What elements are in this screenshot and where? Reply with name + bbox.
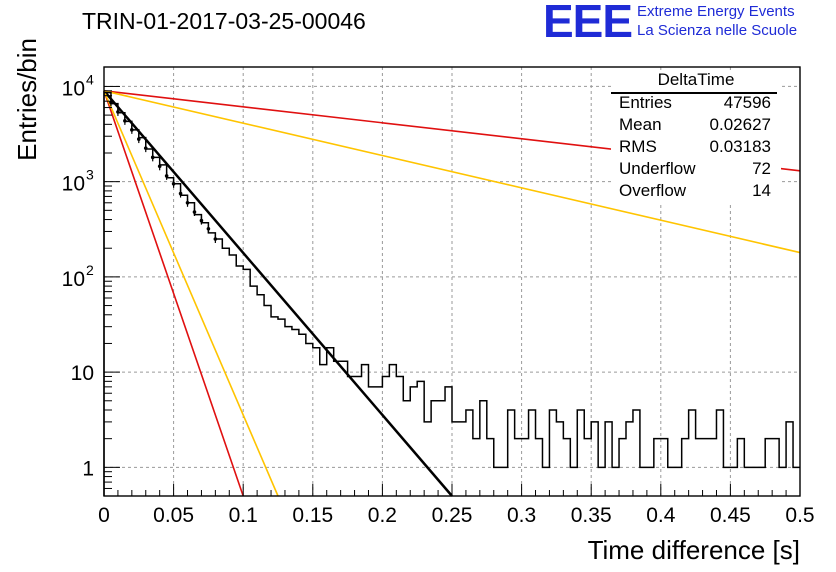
y-tick-label: 1 — [82, 457, 94, 480]
fit-point — [192, 210, 197, 214]
axis-ticks — [103, 85, 801, 497]
x-axis-label: Time difference [s] — [588, 535, 800, 565]
stats-value: 0.02627 — [709, 115, 771, 134]
stats-value: 0.03183 — [709, 137, 771, 156]
y-tick-label: 10 — [62, 173, 85, 196]
y-tick-exponent: 4 — [86, 71, 94, 87]
chart-title: TRIN-01-2017-03-25-00046 — [82, 8, 366, 34]
fit-points — [109, 98, 218, 243]
x-tick-label: 0.3 — [507, 504, 536, 527]
y-tick-label: 10 — [62, 77, 85, 100]
stats-row-overflow: Overflow 14 — [619, 181, 771, 203]
x-tick-label: 0.4 — [646, 504, 676, 527]
fit-curve — [103, 89, 453, 497]
fit-point — [213, 237, 218, 241]
x-tick-label: 0.45 — [710, 504, 751, 527]
y-tick-label: 10 — [62, 268, 85, 291]
logo-line-1: Extreme Energy Events — [637, 3, 795, 20]
fit-point — [164, 174, 169, 178]
fit-point — [199, 218, 204, 223]
fit-point — [185, 200, 190, 205]
fit-point — [206, 226, 211, 231]
stats-value: 14 — [752, 181, 771, 200]
stats-row-mean: Mean 0.02627 — [619, 115, 771, 137]
fit-point — [157, 164, 162, 169]
fit-point — [171, 181, 176, 186]
fit-point — [150, 155, 155, 160]
fit-curve — [103, 90, 801, 254]
stats-title: DeltaTime — [657, 70, 735, 89]
y-tick-exponent: 2 — [86, 262, 94, 278]
x-tick-label: 0.35 — [571, 504, 612, 527]
stats-key: Overflow — [619, 181, 687, 200]
x-tick-label: 0.25 — [432, 504, 473, 527]
stats-row-entries: Entries 47596 — [619, 93, 771, 115]
fit-point — [178, 191, 183, 196]
eee-logo: EEE — [543, 0, 633, 47]
x-tick-labels: 0 0.05 0.1 0.15 0.2 0.25 0.3 0.35 0.4 0.45 0.5 — [98, 504, 814, 527]
fit-point — [130, 128, 134, 132]
fit-point — [143, 146, 148, 150]
stats-key: Underflow — [619, 159, 696, 178]
fit-curve — [103, 90, 279, 497]
y-axis-label: Entries/bin — [12, 38, 42, 161]
x-tick-label: 0.2 — [368, 504, 397, 527]
stats-divider — [611, 92, 777, 94]
x-tick-label: 0.15 — [292, 504, 333, 527]
stats-key: RMS — [619, 137, 657, 156]
stats-box: DeltaTime Entries 47596 Mean 0.02627 RMS… — [611, 70, 781, 205]
fit-point — [137, 137, 141, 141]
fit-point — [116, 110, 120, 114]
x-tick-label: 0.1 — [229, 504, 258, 527]
stats-key: Mean — [619, 115, 662, 134]
stats-value: 72 — [752, 159, 771, 178]
fit-curve — [103, 90, 244, 497]
stats-key: Entries — [619, 93, 672, 112]
stats-row-rms: RMS 0.03183 — [619, 137, 771, 159]
x-tick-label: 0 — [98, 504, 110, 527]
x-tick-label: 0.05 — [153, 504, 194, 527]
y-tick-exponent: 3 — [86, 167, 94, 183]
stats-value: 47596 — [723, 93, 771, 112]
logo-line-2: La Scienza nelle Scuole — [637, 22, 798, 39]
y-tick-label: 10 — [71, 362, 94, 385]
grid-lines — [104, 67, 800, 496]
stats-row-underflow: Underflow 72 — [619, 159, 771, 181]
fit-point — [123, 119, 127, 123]
x-tick-label: 0.5 — [785, 504, 814, 527]
